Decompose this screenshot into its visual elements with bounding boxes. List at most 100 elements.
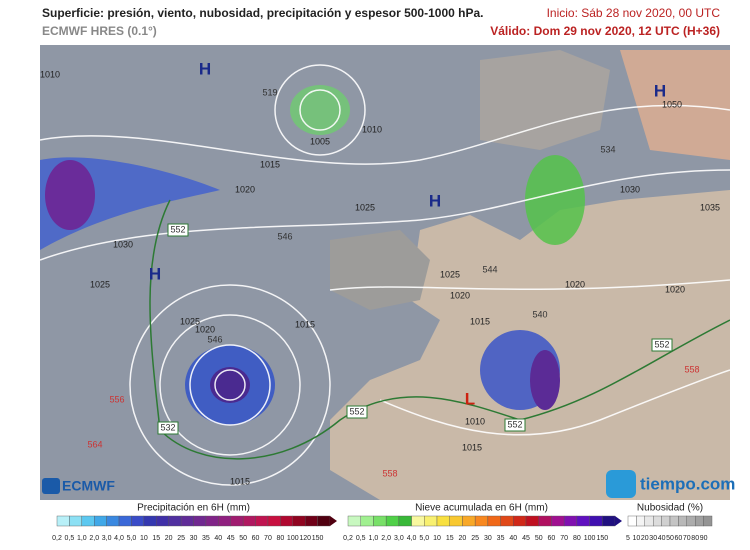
legend-tick-label: 100: [584, 535, 596, 542]
legend-swatch: [168, 515, 182, 527]
legend-swatch: [131, 515, 145, 527]
legend-tick-label: 25: [471, 535, 479, 542]
legend-tick-label: 5: [626, 535, 630, 542]
legend-tick-label: 50: [535, 535, 543, 542]
legend-swatch: [317, 515, 331, 527]
thickness-label-box: [167, 223, 189, 237]
legend-swatch: [398, 515, 412, 527]
thickness-label: 544: [482, 264, 497, 274]
legend-tick-label: 1,0: [77, 535, 87, 542]
legend-swatch: [424, 515, 438, 527]
legend-tick-label: 20: [459, 535, 467, 542]
legend-tick-label: 40: [658, 535, 666, 542]
thickness-label: 552: [349, 406, 364, 416]
thickness-label-box: [157, 421, 179, 435]
legend-tick-label: 0,2: [52, 535, 62, 542]
thickness-label-box: [504, 418, 526, 432]
legend-tick-label: 45: [522, 535, 530, 542]
legend-tick-label: 60: [252, 535, 260, 542]
thickness-label: 540: [532, 309, 547, 319]
legend-swatch: [563, 515, 578, 527]
pressure-center: H: [429, 191, 441, 210]
legend-swatch: [106, 515, 120, 527]
legend-tick-label: 2,0: [381, 535, 391, 542]
legend-tick-label: 35: [202, 535, 210, 542]
legend-swatch: [255, 515, 269, 527]
isobar-label: 1015: [295, 319, 315, 329]
land: [330, 230, 430, 310]
legend-tick-label: 50: [666, 535, 674, 542]
legend-swatch: [230, 515, 244, 527]
isobar-label: 1025: [90, 279, 110, 289]
legend-tick-label: 150: [596, 535, 608, 542]
legend-tick-label: 20: [641, 535, 649, 542]
pressure-center: H: [149, 264, 161, 283]
legend-tick-label: 2,0: [89, 535, 99, 542]
legend-swatch: [69, 515, 83, 527]
isobar-label: 1025: [440, 269, 460, 279]
isobar-label: 1015: [230, 476, 250, 486]
map-area: ECMWF tiempo.com: [40, 45, 735, 500]
legend-tick-label: 40: [509, 535, 517, 542]
isobar-label: 1015: [260, 159, 280, 169]
isobar-label: 1010: [465, 416, 485, 426]
thickness-label: 558: [684, 364, 699, 374]
legend-swatch: [576, 515, 590, 527]
isobar-label: 1020: [450, 290, 470, 300]
legend-tick-label: 3,0: [102, 535, 112, 542]
legend-arrow: [615, 516, 622, 526]
legend-swatch: [81, 515, 95, 527]
legend-swatch: [304, 515, 318, 527]
isobar-label: 1020: [195, 324, 215, 334]
pressure-center: H: [199, 59, 211, 78]
legend-tick-label: 40: [214, 535, 222, 542]
legend-swatch: [686, 515, 696, 527]
thickness-label: 534: [600, 144, 615, 154]
ecmwf-icon: [42, 478, 60, 494]
isobar-label: 1015: [470, 316, 490, 326]
legend-swatch: [627, 515, 637, 527]
legend-tick-label: 15: [152, 535, 160, 542]
legend-tick-label: 4,0: [407, 535, 417, 542]
legend-swatch: [487, 515, 501, 527]
tiempo-icon: [606, 470, 636, 498]
legend-swatch: [513, 515, 527, 527]
valid-time: Válido: Dom 29 nov 2020, 12 UTC (H+36): [490, 24, 720, 38]
model-name: ECMWF HRES (0.1°): [42, 24, 157, 38]
thickness-label: 564: [87, 439, 102, 449]
legend-tick-label: 4,0: [114, 535, 124, 542]
legend-tick-label: 20: [165, 535, 173, 542]
legend-swatch: [373, 515, 387, 527]
legend-swatch: [280, 515, 293, 527]
legend-tick-label: 50: [239, 535, 247, 542]
thickness-label-box: [651, 338, 673, 352]
thickness-label: 532: [160, 422, 175, 432]
legend-tick-label: 0,2: [343, 535, 353, 542]
isobar-label: 1020: [235, 184, 255, 194]
legend-swatch: [94, 515, 107, 527]
precipitation: [45, 160, 95, 230]
legend-tick-label: 70: [264, 535, 272, 542]
isobar-label: 1020: [665, 284, 685, 294]
legend-tick-label: 120: [299, 535, 311, 542]
thickness-label: 558: [382, 468, 397, 478]
legend-swatch: [602, 515, 616, 527]
legend-swatch: [538, 515, 552, 527]
legend-swatch: [180, 515, 194, 527]
legend-swatch: [462, 515, 476, 527]
isobar-label: 1030: [113, 239, 133, 249]
legend-swatch: [56, 515, 70, 527]
legend-swatch: [143, 515, 157, 527]
thickness-label: 552: [654, 339, 669, 349]
legend-tick-label: 150: [312, 535, 324, 542]
legend-title: Nieve acumulada en 6H (mm): [415, 503, 548, 514]
tiempo-logo: tiempo.com: [640, 474, 735, 493]
thickness-label-box: [346, 405, 368, 419]
legend-tick-label: 70: [560, 535, 568, 542]
legend-swatch: [436, 515, 450, 527]
precipitation: [210, 367, 250, 403]
legend-tick-label: 5,0: [127, 535, 137, 542]
legend-swatch: [589, 515, 603, 527]
pressure-center: L: [465, 389, 475, 408]
